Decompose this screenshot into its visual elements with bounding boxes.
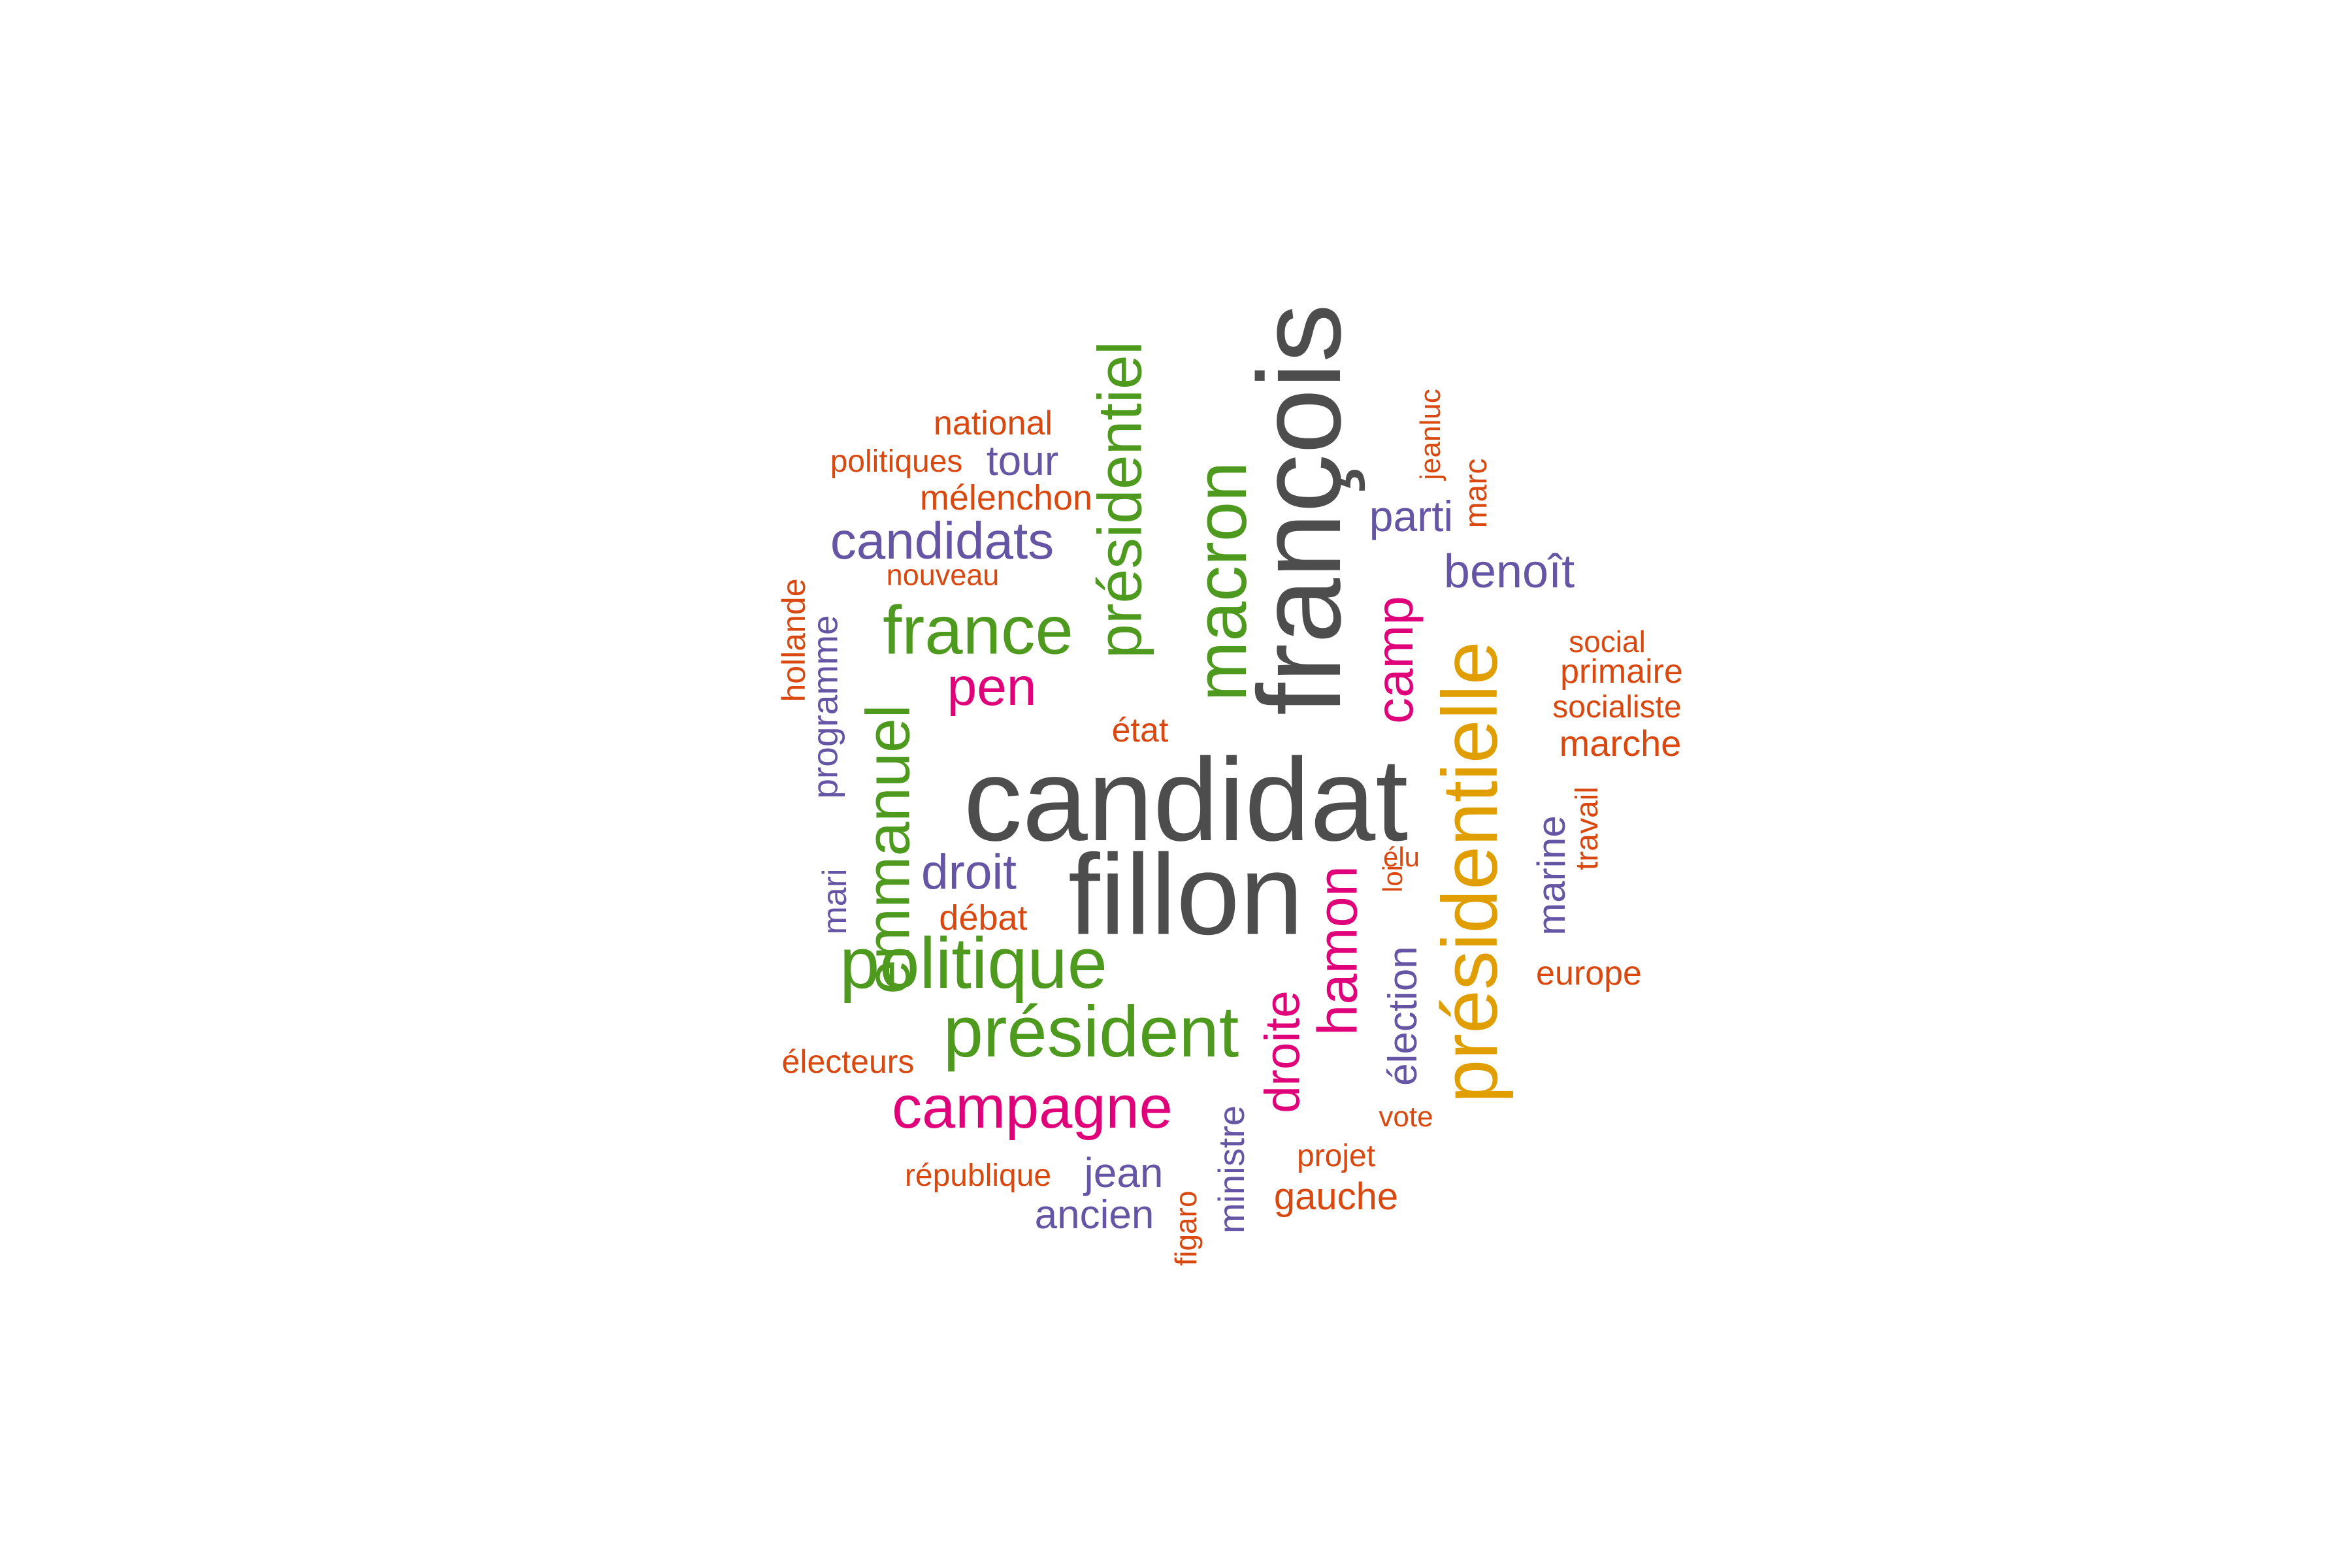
word-jean: jean xyxy=(1084,1149,1164,1196)
word-primaire: primaire xyxy=(1560,653,1683,691)
word-élu: élu xyxy=(1382,841,1420,872)
word-jeanluc: jeanluc xyxy=(1414,389,1446,480)
word-macron: macron xyxy=(1181,461,1262,702)
word-état: état xyxy=(1111,711,1169,749)
word-marc: marc xyxy=(1459,458,1494,529)
word-nouveau: nouveau xyxy=(886,558,1000,592)
word-tour: tour xyxy=(986,437,1059,484)
word-fillon: fillon xyxy=(1068,831,1303,959)
word-électeurs: électeurs xyxy=(781,1043,915,1080)
word-droite: droite xyxy=(1254,990,1310,1113)
word-mari: mari xyxy=(816,868,854,935)
word-vote: vote xyxy=(1379,1101,1433,1133)
word-pen: pen xyxy=(947,657,1037,717)
word-socialiste: socialiste xyxy=(1552,690,1682,725)
word-hamon: hamon xyxy=(1307,866,1369,1036)
word-projet: projet xyxy=(1296,1139,1376,1173)
word-camp: camp xyxy=(1365,596,1424,724)
word-programme: programme xyxy=(804,615,845,799)
word-élection: élection xyxy=(1380,946,1426,1086)
word-débat: débat xyxy=(939,898,1028,938)
word-politiques: politiques xyxy=(830,444,963,479)
word-mélenchon: mélenchon xyxy=(919,478,1093,517)
word-social: social xyxy=(1569,625,1646,659)
word-france: france xyxy=(883,592,1073,669)
word-république: république xyxy=(904,1158,1052,1193)
word-europe: europe xyxy=(1536,955,1642,992)
word-national: national xyxy=(933,404,1053,442)
word-candidat: candidat xyxy=(963,734,1409,866)
word-hollande: hollande xyxy=(776,578,812,702)
word-gauche: gauche xyxy=(1273,1175,1399,1218)
word-droit: droit xyxy=(921,844,1017,900)
word-campagne: campagne xyxy=(892,1074,1173,1141)
word-parti: parti xyxy=(1369,492,1454,540)
word-benoît: benoît xyxy=(1443,546,1575,598)
word-travail: travail xyxy=(1570,786,1605,871)
word-figaro: figaro xyxy=(1169,1190,1203,1266)
word-marine: marine xyxy=(1529,815,1573,936)
word-présidentielle: présidentielle xyxy=(1426,641,1514,1103)
word-ancien: ancien xyxy=(1034,1192,1154,1237)
word-présidentiel: présidentiel xyxy=(1085,341,1155,659)
word-président: président xyxy=(943,992,1239,1072)
word-marche: marche xyxy=(1559,723,1682,764)
word-candidats: candidats xyxy=(830,512,1054,570)
word-ministre: ministre xyxy=(1211,1105,1252,1234)
word-politique: politique xyxy=(840,923,1107,1004)
